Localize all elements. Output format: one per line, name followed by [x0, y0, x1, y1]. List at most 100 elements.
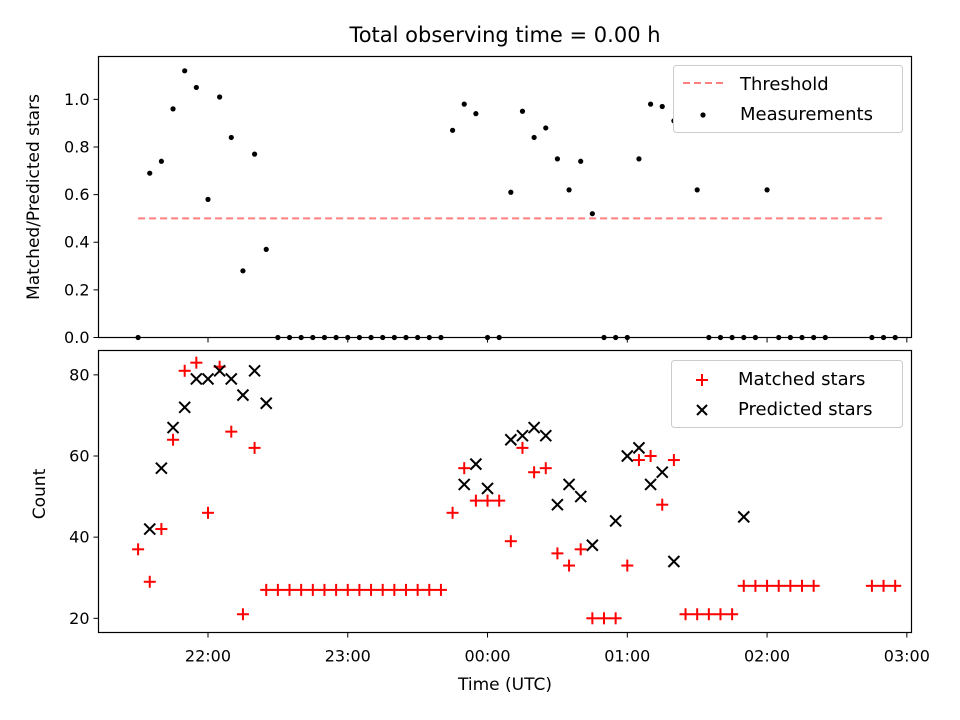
matched-star-point [865, 579, 878, 592]
matched-star-point [481, 494, 494, 507]
measurement-point [508, 189, 514, 195]
predicted-star-point [574, 490, 587, 503]
bottom-legend: Matched stars Predicted stars [671, 360, 903, 428]
matched-star-point [621, 559, 634, 572]
measurement-point [764, 187, 770, 193]
x-tick-label: 01:00 [604, 647, 650, 666]
predicted-star-point [248, 364, 261, 377]
matched-star-point [702, 608, 715, 621]
top-y-axis-label: Matched/Predicted stars [24, 94, 44, 300]
measurement-point [531, 134, 537, 141]
measurement-point [449, 127, 456, 133]
matched-star-point [656, 498, 669, 511]
matched-star-point [469, 494, 482, 507]
top-legend-box [673, 65, 903, 133]
bottom-legend-box [671, 360, 903, 428]
matched-star-point [399, 583, 412, 596]
matched-star-point [446, 506, 459, 519]
measurements-legend-label: Measurements [740, 104, 873, 125]
matched-star-point [609, 612, 622, 625]
predicted-star-point [667, 555, 681, 568]
predicted-star-point [236, 388, 250, 402]
matched-star-point [796, 579, 809, 592]
top-y-tick-label: 1.0 [64, 90, 89, 109]
matched-star-point [889, 579, 902, 592]
matched-star-point [236, 608, 249, 621]
x-axis-label: Time (UTC) [457, 675, 552, 695]
matched-star-point [178, 364, 191, 377]
matched-star-point [190, 356, 203, 369]
predicted-star-point [621, 449, 634, 463]
matched-star-point [551, 547, 564, 560]
bottom-plot-frame [97, 349, 913, 634]
top-y-tick-label: 0.0 [64, 328, 89, 347]
x-tick-label: 22:00 [185, 647, 231, 666]
measurement-point [158, 158, 164, 164]
matched-legend-swatch [696, 374, 708, 386]
matched-star-point [563, 559, 576, 572]
matched-star-point [167, 433, 180, 446]
top-y-tick-label: 0.6 [64, 185, 89, 204]
predicted-star-point [632, 441, 646, 455]
predicted-star-point [458, 478, 471, 491]
predicted-star-point [504, 433, 518, 446]
matched-star-point [434, 583, 447, 596]
measurement-point [589, 211, 595, 217]
matched-star-point [877, 579, 890, 592]
measurement-point [461, 101, 467, 107]
predicted-star-point [609, 514, 622, 528]
matched-star-point [586, 612, 599, 625]
top-y-tick-label: 0.2 [64, 280, 89, 299]
bottom-y-axis-label: Count [30, 468, 50, 519]
bottom-y-tick-label: 80 [69, 365, 89, 384]
top-axis-ticks: 0.0 0.2 0.4 0.6 0.8 1.0 [64, 90, 908, 347]
matched-star-point [667, 454, 680, 467]
matched-star-point [458, 462, 471, 475]
matched-star-point [225, 425, 238, 438]
x-tick-label: 23:00 [325, 647, 371, 666]
bottom-panel: Count Time (UTC) 20 40 60 80 22:00 23:00 00:00… [30, 349, 930, 695]
matched-star-point [761, 579, 774, 592]
predicted-star-point [213, 364, 226, 377]
top-plot-frame [97, 55, 913, 339]
matched-star-point [143, 575, 156, 588]
matched-star-point [376, 583, 389, 596]
bottom-axis-ticks: 20 40 60 80 22:00 23:00 00:00 01:00 02:00 03:00 [69, 365, 930, 665]
measurement-point [473, 111, 479, 117]
matched-star-point [644, 449, 657, 462]
measurement-point [578, 158, 584, 164]
predicted-star-point [516, 429, 529, 442]
measurement-point [170, 106, 176, 112]
chart-title: Total observing time = 0.00 h [348, 23, 660, 47]
matched-star-point [248, 441, 261, 454]
matched-star-point [516, 441, 529, 454]
measurement-point [647, 101, 654, 107]
predicted-star-point [562, 478, 576, 491]
matched-star-point [423, 583, 436, 596]
measurement-point [205, 196, 211, 202]
matched-star-point [306, 583, 319, 596]
measurement-point [554, 156, 561, 162]
measurement-point [182, 68, 188, 74]
predicted-star-point [201, 372, 215, 386]
measurement-point [193, 84, 199, 91]
predicted-star-point [481, 482, 494, 495]
matched-star-point [155, 523, 168, 536]
predicted-star-point [143, 522, 156, 536]
bottom-y-tick-label: 20 [69, 609, 89, 628]
matched-star-point [271, 583, 284, 596]
measurement-point [251, 151, 258, 157]
measurement-point [694, 187, 700, 193]
matched-star-point [260, 583, 273, 596]
predicted-star-point [178, 401, 191, 414]
predicted-star-point [527, 421, 541, 434]
top-y-tick-label: 0.4 [64, 233, 89, 252]
matched-star-point [295, 583, 308, 596]
matched-star-point [574, 543, 587, 556]
matched-star-point [714, 608, 727, 621]
measurement-point [263, 246, 269, 252]
bottom-y-tick-label: 40 [69, 528, 89, 547]
matched-legend-label: Matched stars [738, 369, 865, 390]
x-tick-label: 00:00 [464, 647, 510, 666]
matched-star-point [388, 583, 401, 596]
